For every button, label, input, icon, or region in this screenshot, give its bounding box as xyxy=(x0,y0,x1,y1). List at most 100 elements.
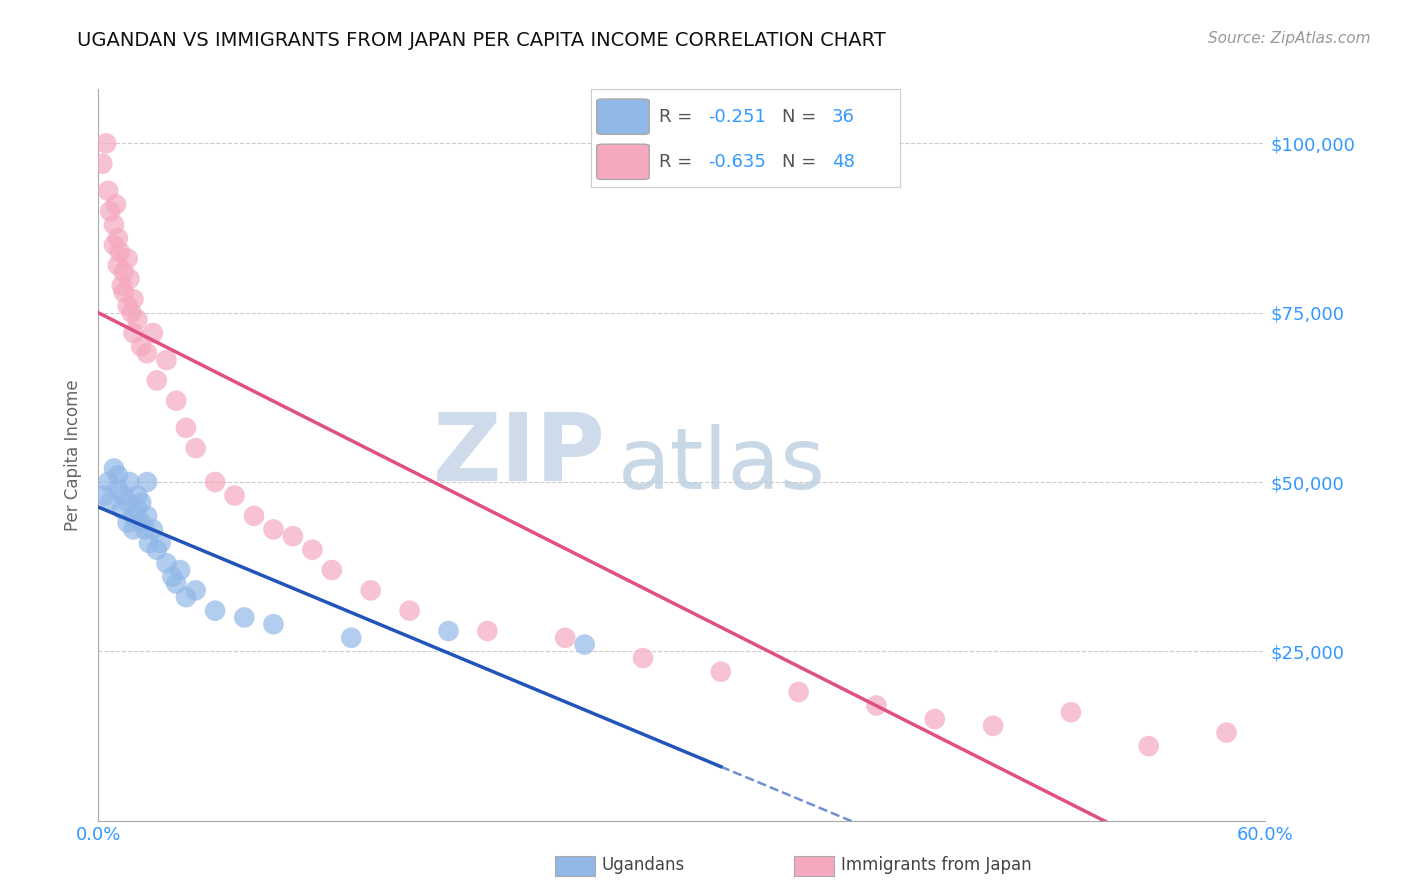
Point xyxy=(710,665,733,679)
Point xyxy=(136,508,159,523)
Point xyxy=(262,617,284,632)
Point xyxy=(981,719,1004,733)
Point xyxy=(243,508,266,523)
Point xyxy=(340,631,363,645)
Point xyxy=(111,502,134,516)
Point xyxy=(122,292,145,306)
Point xyxy=(142,523,165,537)
Point xyxy=(924,712,946,726)
Point xyxy=(631,651,654,665)
Point xyxy=(136,475,159,489)
FancyBboxPatch shape xyxy=(596,145,650,179)
Text: -0.251: -0.251 xyxy=(709,108,766,126)
Point xyxy=(146,542,169,557)
Point xyxy=(97,475,120,489)
Point xyxy=(162,570,184,584)
Point xyxy=(103,238,125,252)
Text: UGANDAN VS IMMIGRANTS FROM JAPAN PER CAPITA INCOME CORRELATION CHART: UGANDAN VS IMMIGRANTS FROM JAPAN PER CAP… xyxy=(77,31,886,50)
Point xyxy=(204,604,226,618)
Text: Source: ZipAtlas.com: Source: ZipAtlas.com xyxy=(1208,31,1371,46)
Point xyxy=(155,556,177,570)
Text: R =: R = xyxy=(658,108,697,126)
Point xyxy=(1215,725,1237,739)
Text: Ugandans: Ugandans xyxy=(602,856,685,874)
Point xyxy=(787,685,810,699)
Point xyxy=(127,489,149,503)
Point xyxy=(112,489,135,503)
Point xyxy=(1060,706,1083,720)
Text: R =: R = xyxy=(658,153,697,170)
Point xyxy=(155,353,177,368)
Point xyxy=(1137,739,1160,753)
Point xyxy=(103,218,125,232)
Text: -0.635: -0.635 xyxy=(709,153,766,170)
Point xyxy=(104,197,127,211)
Point xyxy=(117,516,139,530)
Point xyxy=(360,583,382,598)
Point xyxy=(121,306,143,320)
Point xyxy=(118,475,141,489)
Text: Immigrants from Japan: Immigrants from Japan xyxy=(841,856,1032,874)
Point xyxy=(97,184,120,198)
Point xyxy=(149,536,172,550)
Point xyxy=(165,576,187,591)
Text: atlas: atlas xyxy=(617,425,825,508)
Point xyxy=(91,157,114,171)
Point xyxy=(117,252,139,266)
Point xyxy=(165,393,187,408)
Point xyxy=(204,475,226,489)
Text: 36: 36 xyxy=(832,108,855,126)
Point xyxy=(554,631,576,645)
Point xyxy=(93,489,115,503)
Point xyxy=(398,604,420,618)
Point xyxy=(184,583,207,598)
Point xyxy=(129,516,152,530)
Point xyxy=(184,441,207,455)
Point xyxy=(301,542,323,557)
Point xyxy=(134,523,156,537)
Point xyxy=(477,624,499,638)
Point xyxy=(136,346,159,360)
Point xyxy=(574,638,596,652)
Point xyxy=(437,624,460,638)
Point xyxy=(118,272,141,286)
Point xyxy=(233,610,256,624)
Point xyxy=(96,136,118,151)
Point xyxy=(122,326,145,340)
Point xyxy=(107,468,129,483)
Point xyxy=(138,536,160,550)
Point xyxy=(281,529,304,543)
Point xyxy=(98,204,121,219)
Point xyxy=(174,590,197,604)
Point xyxy=(117,495,139,509)
Point xyxy=(107,231,129,245)
Point xyxy=(174,421,197,435)
Point xyxy=(117,299,139,313)
Text: ZIP: ZIP xyxy=(433,409,606,501)
Point xyxy=(127,502,149,516)
Point xyxy=(129,495,152,509)
Point xyxy=(865,698,887,713)
Point xyxy=(122,523,145,537)
Point xyxy=(112,265,135,279)
Text: N =: N = xyxy=(782,108,823,126)
Point xyxy=(169,563,191,577)
Text: 48: 48 xyxy=(832,153,855,170)
Point xyxy=(262,523,284,537)
FancyBboxPatch shape xyxy=(596,99,650,135)
Point xyxy=(112,285,135,300)
Text: N =: N = xyxy=(782,153,823,170)
Point xyxy=(321,563,343,577)
Point xyxy=(98,495,121,509)
Point xyxy=(127,312,149,326)
Point xyxy=(103,461,125,475)
Point xyxy=(122,508,145,523)
Point xyxy=(108,244,131,259)
Point xyxy=(142,326,165,340)
Point xyxy=(111,278,134,293)
Y-axis label: Per Capita Income: Per Capita Income xyxy=(65,379,83,531)
Point xyxy=(146,373,169,387)
Point xyxy=(129,340,152,354)
Point xyxy=(224,489,246,503)
Point xyxy=(107,258,129,272)
